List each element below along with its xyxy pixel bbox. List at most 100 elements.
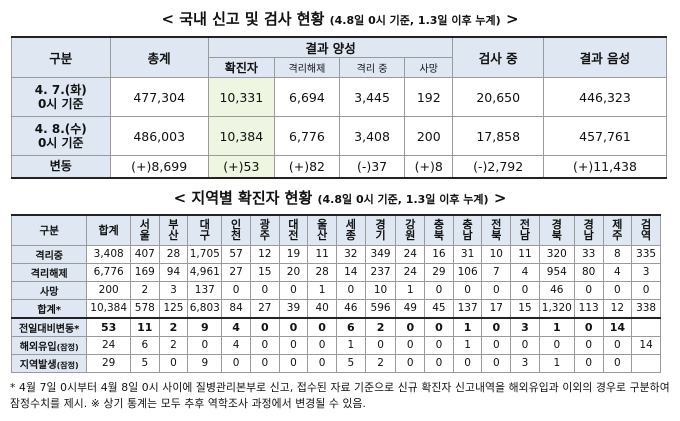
table-row: 해외유입(잠정) 24 6 2 0 4 0 0 0 1 0 0 0 1 0 0 0 0 0 14 xyxy=(10,335,661,355)
row-label: 사망 xyxy=(10,280,88,300)
table-cell: 320 xyxy=(538,244,575,264)
row-label: 지역발생(잠정) xyxy=(10,353,88,373)
region-header: 합계 xyxy=(86,214,131,246)
table-cell xyxy=(631,353,661,373)
table-cell: 137 xyxy=(187,280,223,300)
table-cell: 0 xyxy=(307,353,337,373)
row-label: 해외유입(잠정) xyxy=(10,335,88,355)
table-cell: 2 xyxy=(364,353,397,373)
table-cell: 0 xyxy=(307,317,337,337)
table-cell: 237 xyxy=(364,262,397,282)
table-cell: 4 xyxy=(221,317,251,337)
table-cell: 3 xyxy=(631,262,661,282)
header-corner: 구분 xyxy=(10,214,88,246)
table-cell: 125 xyxy=(158,298,189,319)
header-released: 격리해제 xyxy=(273,57,341,78)
table-cell: 0 xyxy=(249,317,280,337)
table-cell: 4,961 xyxy=(187,262,223,282)
table-cell: 16 xyxy=(424,244,454,264)
row-label: 4. 8.(수) 0시 기준 xyxy=(11,116,111,156)
table-row: 4. 8.(수) 0시 기준 486,003 10,384 6,776 3,408… xyxy=(11,116,668,156)
table-cell: 0 xyxy=(278,335,309,355)
table-cell: 4 xyxy=(602,262,633,282)
header-total: 총계 xyxy=(109,36,209,78)
table-cell: 0 xyxy=(249,280,280,300)
table-cell: 0 xyxy=(631,280,661,300)
table1-title: < 국내 신고 및 검사 현황 (4.8일 0시 기준, 1.3일 이후 누계)… xyxy=(0,8,680,29)
cell-deaths: 192 xyxy=(404,77,454,117)
table-cell: 0 xyxy=(573,335,604,355)
table-cell: 6,803 xyxy=(187,298,223,319)
header-category: 구분 xyxy=(11,36,111,78)
table-cell: 14 xyxy=(602,317,633,337)
table-cell: 0 xyxy=(602,335,633,355)
table-cell: 19 xyxy=(278,244,309,264)
table-cell: 0 xyxy=(452,280,483,300)
table-row: 4. 7.(화) 0시 기준 477,304 10,331 6,694 3,445… xyxy=(11,77,668,117)
table-cell: 0 xyxy=(424,353,454,373)
table-cell: 578 xyxy=(129,298,160,319)
table-cell: 12 xyxy=(602,298,633,319)
header-isolating: 격리 중 xyxy=(338,57,406,78)
table-cell: 2 xyxy=(364,317,397,337)
table-cell: 0 xyxy=(158,353,189,373)
table-cell: 0 xyxy=(510,280,540,300)
row-label: 격리해제 xyxy=(10,262,88,282)
cell-isolating: (-)37 xyxy=(338,155,406,179)
table-cell: 106 xyxy=(452,262,483,282)
table-cell: 0 xyxy=(481,353,512,373)
table-cell: 1,320 xyxy=(538,298,575,319)
table-cell: 39 xyxy=(278,298,309,319)
table-cell: 46 xyxy=(538,280,575,300)
table-cell: 0 xyxy=(452,353,483,373)
domestic-testing-table: 구분 총계 결과 양성 검사 중 결과 음성 확진자 격리해제 격리 중 사망 … xyxy=(11,36,668,179)
table-cell: 0 xyxy=(187,335,223,355)
table-cell: 28 xyxy=(307,262,337,282)
cell-released: 6,694 xyxy=(273,77,341,117)
footnote: * 4월 7일 0시부터 4월 8일 0시 사이에 질병관리본부로 신고, 접수… xyxy=(10,381,670,410)
table-cell: 0 xyxy=(573,280,604,300)
table-cell: 15 xyxy=(249,262,280,282)
table-cell: 2 xyxy=(129,280,160,300)
table-row: 사망 200 2 3 137 0 0 0 1 0 10 1 0 0 0 0 46 0 0 0 xyxy=(10,280,661,300)
cell-testing: 20,650 xyxy=(452,77,544,117)
table-cell: 0 xyxy=(424,335,454,355)
table-cell: 11 xyxy=(129,317,160,337)
table-cell: 335 xyxy=(631,244,661,264)
table-cell: 9 xyxy=(187,353,223,373)
header-positive: 결과 양성 xyxy=(207,36,454,58)
table-cell: 4 xyxy=(221,335,251,355)
table-cell: 3 xyxy=(510,353,540,373)
table-cell: 0 xyxy=(481,317,512,337)
table-cell: 33 xyxy=(573,244,604,264)
table-cell: 407 xyxy=(129,244,160,264)
cell-total: (+)8,699 xyxy=(109,155,209,179)
table-cell: 27 xyxy=(221,262,251,282)
table-cell: 0 xyxy=(481,335,512,355)
table-row: 전일대비변동* 53 11 2 9 4 0 0 0 6 2 0 0 1 0 3 1 0 14 xyxy=(10,317,661,337)
table-cell: 31 xyxy=(452,244,483,264)
table-cell: 57 xyxy=(221,244,251,264)
table-cell: 0 xyxy=(510,335,540,355)
table-cell: 596 xyxy=(364,298,397,319)
table-cell: 1 xyxy=(538,353,575,373)
table-cell: 0 xyxy=(573,317,604,337)
cell-deaths: (+)8 xyxy=(404,155,454,179)
table-cell xyxy=(631,317,661,337)
table-cell: 5 xyxy=(335,353,366,373)
table-cell: 0 xyxy=(602,353,633,373)
cell-negative: 446,323 xyxy=(542,77,668,117)
header-deaths: 사망 xyxy=(404,57,454,78)
table-cell: 0 xyxy=(278,317,309,337)
